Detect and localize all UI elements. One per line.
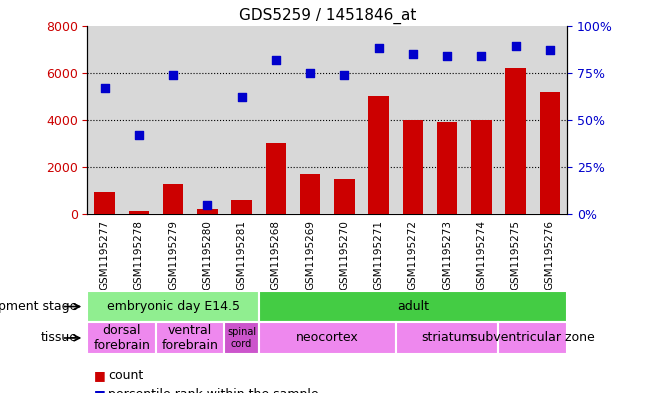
Bar (505, 68, 526, 214)
Point (545, 47, 555, 53)
Text: GSM1195269: GSM1195269 (305, 220, 315, 290)
Bar (231, 200, 252, 214)
Title: GDS5259 / 1451846_at: GDS5259 / 1451846_at (238, 8, 416, 24)
Bar (95, 192, 115, 214)
Point (202, 202, 213, 208)
Text: striatum: striatum (421, 331, 474, 345)
Point (442, 53, 452, 59)
Text: GSM1195272: GSM1195272 (408, 220, 418, 290)
Point (511, 43, 521, 50)
Point (99, 84, 110, 91)
Point (476, 53, 487, 59)
Bar (128, 211, 149, 214)
Point (373, 45, 384, 51)
Text: GSM1195279: GSM1195279 (168, 220, 178, 290)
Text: GSM1195270: GSM1195270 (340, 220, 349, 290)
Point (339, 72, 349, 78)
Text: GSM1195278: GSM1195278 (134, 220, 144, 290)
Bar (197, 209, 218, 214)
Bar (87, 322, 156, 354)
Text: GSM1195268: GSM1195268 (271, 220, 281, 290)
Bar (259, 291, 567, 322)
Point (271, 56, 281, 62)
Bar (498, 322, 567, 354)
Text: neocortex: neocortex (296, 331, 358, 345)
Bar (402, 120, 423, 214)
Text: tissue: tissue (41, 331, 78, 345)
Point (408, 51, 418, 57)
Bar (266, 143, 286, 214)
Text: GSM1195281: GSM1195281 (237, 220, 247, 290)
Text: GSM1195276: GSM1195276 (545, 220, 555, 290)
Bar (300, 174, 320, 214)
Bar (396, 322, 498, 354)
Text: GSM1195277: GSM1195277 (100, 220, 110, 290)
Text: GSM1195280: GSM1195280 (202, 220, 213, 290)
Text: spinal
cord: spinal cord (227, 327, 256, 349)
Text: percentile rank within the sample: percentile rank within the sample (108, 388, 319, 393)
Point (305, 70, 316, 76)
Text: dorsal
forebrain: dorsal forebrain (93, 324, 150, 352)
Bar (156, 322, 224, 354)
Text: embryonic day E14.5: embryonic day E14.5 (107, 300, 240, 313)
Text: ■: ■ (94, 388, 106, 393)
Bar (87, 291, 259, 322)
Text: GSM1195275: GSM1195275 (511, 220, 520, 290)
Text: GSM1195273: GSM1195273 (442, 220, 452, 290)
Text: ventral
forebrain: ventral forebrain (162, 324, 218, 352)
Bar (259, 322, 396, 354)
Bar (540, 92, 560, 214)
Bar (163, 184, 183, 214)
Bar (224, 322, 259, 354)
Point (168, 72, 178, 78)
Point (133, 132, 144, 138)
Text: subventricular zone: subventricular zone (471, 331, 595, 345)
Point (237, 94, 247, 100)
Bar (334, 179, 354, 214)
Bar (471, 120, 492, 214)
Text: ■: ■ (94, 369, 106, 382)
Text: GSM1195271: GSM1195271 (374, 220, 384, 290)
Text: GSM1195274: GSM1195274 (476, 220, 487, 290)
Bar (437, 122, 457, 214)
Text: count: count (108, 369, 143, 382)
Text: development stage: development stage (0, 300, 78, 313)
Text: adult: adult (397, 300, 429, 313)
Bar (368, 96, 389, 214)
